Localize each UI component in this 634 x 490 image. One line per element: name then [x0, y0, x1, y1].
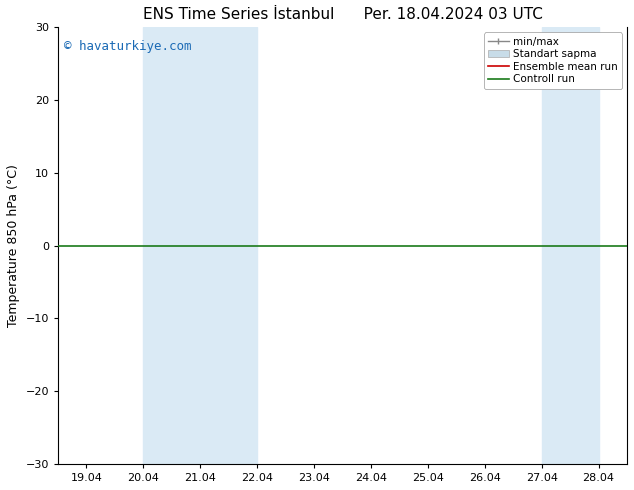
Bar: [143, 27, 257, 464]
Y-axis label: Temperature 850 hPa (°C): Temperature 850 hPa (°C): [7, 164, 20, 327]
Title: ENS Time Series İstanbul      Per. 18.04.2024 03 UTC: ENS Time Series İstanbul Per. 18.04.2024…: [143, 7, 543, 22]
Legend: min/max, Standart sapma, Ensemble mean run, Controll run: min/max, Standart sapma, Ensemble mean r…: [484, 32, 622, 89]
Text: © havaturkiye.com: © havaturkiye.com: [64, 40, 191, 53]
Bar: [541, 27, 598, 464]
